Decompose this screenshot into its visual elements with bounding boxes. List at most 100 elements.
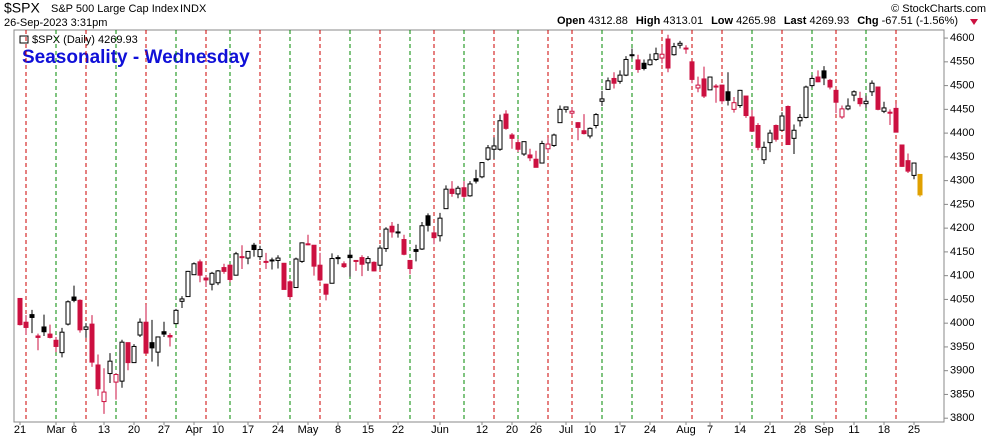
candle-body [563,106,569,110]
candle-body [209,272,215,285]
legend-icon [19,35,29,44]
y-tick-label: 4600 [950,32,974,44]
candle-body [173,309,179,325]
x-tick-label: 21 [764,424,776,436]
candle-body [323,283,329,295]
candle-body [575,122,581,128]
candle-body [665,38,671,69]
candle-body [41,326,47,333]
candle-body [515,142,521,150]
candle-body [911,162,917,176]
candle-body [317,264,323,281]
x-tick-label: 20 [506,424,518,436]
candle-body [557,108,563,124]
x-tick-label: 18 [878,424,890,436]
candle-body [503,113,509,129]
x-tick-label: 27 [158,424,170,436]
candle-body [695,84,701,89]
candle-body [299,242,305,262]
candle-body [191,263,197,276]
candle-body [677,42,683,46]
candle-body [773,125,779,140]
candle-body [407,259,413,270]
x-tick-label: Aug [676,424,696,436]
down-arrow [970,19,978,25]
legend: $SPX (Daily) 4269.93 [32,34,138,46]
candle-body [203,277,209,281]
y-tick-label: 3900 [950,365,974,377]
quote-value: -67.51 [882,15,913,27]
candle-body [893,107,899,133]
candle-body [389,225,395,233]
quote-label: Last [784,15,807,27]
candle-body [281,262,287,290]
symbol: $SPX [4,0,40,16]
timestamp: 26-Sep-2023 3:31pm [4,17,107,29]
candle-body [263,260,269,263]
x-tick-label: 12 [476,424,488,436]
candle-body [743,95,749,117]
y-tick-label: 4500 [950,79,974,91]
x-tick-label: 22 [392,424,404,436]
candle-body [767,132,773,144]
x-tick-label: 28 [794,424,806,436]
candle-body [533,158,539,168]
candle-body [107,360,113,375]
candle-body [545,143,551,150]
x-tick-label: 20 [128,424,140,436]
x-tick-label: 11 [848,424,859,436]
quote-value: 4313.01 [663,15,703,27]
y-tick-label: 4050 [950,293,974,305]
candle-body [683,47,689,50]
x-tick-label: 25 [908,424,920,436]
candle-body [815,76,821,83]
candle-body [83,326,89,330]
candle-body [857,97,863,105]
candle-body [425,215,431,226]
candle-body [371,261,377,272]
quote-pct: (-1.56%) [916,15,958,27]
y-tick-label: 4100 [950,270,974,282]
candle-body [527,154,533,159]
candle-body [863,100,869,105]
candle-body [413,249,419,252]
candle-body [785,105,791,146]
candle-body [257,249,263,258]
candle-body [461,187,467,197]
candle-body [761,146,767,161]
candle-body [197,261,203,276]
quote-value: 4269.93 [809,15,849,27]
candle-body [755,125,761,148]
candle-body [617,74,623,82]
candle-body [881,107,887,112]
candle-body [581,130,587,135]
candle-body [47,333,53,338]
candle-body [887,111,893,114]
candle-body [569,110,575,114]
candle-body [35,335,41,338]
candle-body [719,84,725,102]
candle-body [401,239,407,255]
y-tick-label: 4200 [950,222,974,234]
candle-body [275,257,281,261]
candle-body [23,321,29,328]
candle-body [725,91,731,101]
copyright: © StockCharts.com [891,3,986,15]
x-tick-label: 21 [14,424,26,436]
candle-body [641,62,647,69]
candle-body [395,231,401,234]
chart-title: Seasonality - Wednesday [22,47,250,68]
candle-body [161,331,167,335]
quote-value: 4265.98 [736,15,776,27]
candle-body [101,391,107,403]
x-tick-label: Jul [559,424,573,436]
candle-body [833,89,839,103]
x-tick-label: 15 [362,424,374,436]
y-tick-label: 3950 [950,341,974,353]
candle-body [419,225,425,250]
candle-body [803,86,809,118]
candle-body [521,141,527,155]
candle-body [485,147,491,160]
y-tick-label: 4400 [950,127,974,139]
